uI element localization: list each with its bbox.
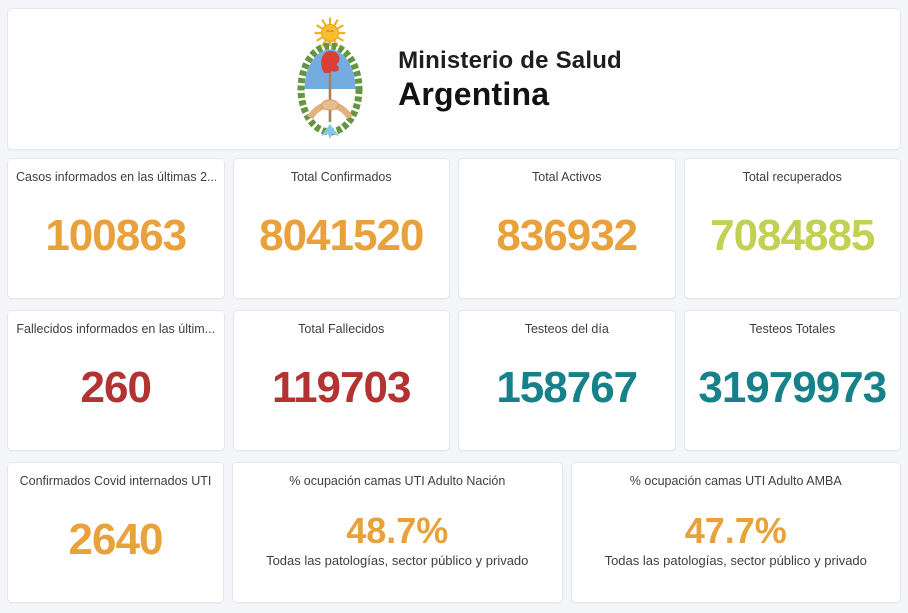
stat-card-total-recuperados[interactable]: Total recuperados 7084885 <box>683 158 901 299</box>
stat-value: 8041520 <box>259 211 424 260</box>
stat-title: Fallecidos informados en las últim... <box>16 322 216 336</box>
stat-title: Total Confirmados <box>290 170 392 184</box>
stat-title: Total recuperados <box>742 170 842 184</box>
brand-text: Ministerio de Salud Argentina <box>398 46 622 113</box>
stat-card-uti-internados[interactable]: Confirmados Covid internados UTI 2640 <box>7 462 224 603</box>
stat-subtitle: Todas las patologías, sector público y p… <box>604 552 867 568</box>
argentina-coat-of-arms-icon <box>297 17 363 139</box>
stat-card-total-confirmados[interactable]: Total Confirmados 8041520 <box>232 158 450 299</box>
stat-subtitle: Todas las patologías, sector público y p… <box>266 552 529 568</box>
stat-card-casos-24h[interactable]: Casos informados en las últimas 2... 100… <box>7 158 225 299</box>
stat-value: 2640 <box>68 515 164 564</box>
stat-value: 100863 <box>45 211 187 260</box>
stat-title: % ocupación camas UTI Adulto Nación <box>289 474 506 488</box>
stat-card-total-activos[interactable]: Total Activos 836932 <box>458 158 676 299</box>
stat-value: 47.7% <box>684 509 787 551</box>
stat-title: Testeos Totales <box>749 322 836 336</box>
stat-title: Testeos del día <box>524 322 609 336</box>
stat-title: Total Activos <box>532 170 602 184</box>
stat-value: 7084885 <box>710 211 875 260</box>
stat-value: 31979973 <box>698 363 887 412</box>
stat-value: 260 <box>80 363 152 412</box>
stat-card-uti-amba[interactable]: % ocupación camas UTI Adulto AMBA 47.7% … <box>570 462 901 603</box>
stat-title: Total Fallecidos <box>298 322 385 336</box>
country-name: Argentina <box>398 75 550 112</box>
stat-value: 48.7% <box>346 509 449 551</box>
stat-value: 158767 <box>496 363 638 412</box>
stat-card-fallecidos-24h[interactable]: Fallecidos informados en las últim... 26… <box>7 310 225 451</box>
stats-row-2: Fallecidos informados en las últim... 26… <box>7 310 901 451</box>
ministry-name: Ministerio de Salud <box>398 46 622 74</box>
brand: Ministerio de Salud Argentina <box>286 17 622 141</box>
stat-card-testeos-totales[interactable]: Testeos Totales 31979973 <box>683 310 901 451</box>
stats-row-1: Casos informados en las últimas 2... 100… <box>7 158 901 299</box>
stat-title: Casos informados en las últimas 2... <box>16 170 216 184</box>
stats-row-3: Confirmados Covid internados UTI 2640 % … <box>7 462 901 603</box>
stat-title: Confirmados Covid internados UTI <box>19 474 212 488</box>
stat-card-testeos-dia[interactable]: Testeos del día 158767 <box>458 310 676 451</box>
stat-value: 119703 <box>272 363 411 412</box>
header-card: Ministerio de Salud Argentina <box>7 8 901 150</box>
stat-title: % ocupación camas UTI Adulto AMBA <box>629 474 842 488</box>
stat-value: 836932 <box>496 211 638 260</box>
stat-card-uti-nacion[interactable]: % ocupación camas UTI Adulto Nación 48.7… <box>232 462 563 603</box>
stat-card-total-fallecidos[interactable]: Total Fallecidos 119703 <box>232 310 450 451</box>
